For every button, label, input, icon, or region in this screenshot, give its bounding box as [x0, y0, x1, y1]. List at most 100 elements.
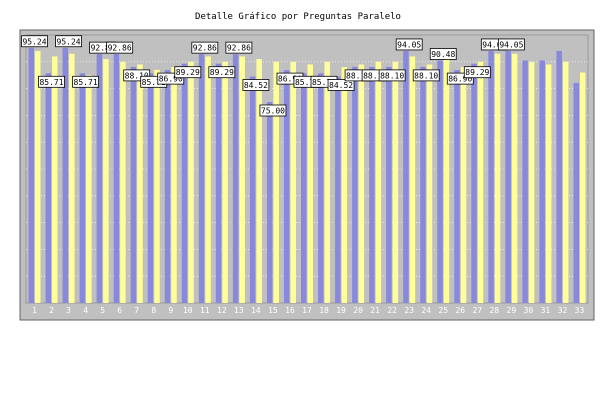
x-tick-label: 7 — [134, 306, 139, 315]
bar-series-b — [341, 67, 348, 303]
bar-series-b — [426, 64, 433, 303]
bar-series-b — [273, 61, 279, 303]
data-label-box — [463, 66, 491, 79]
x-tick-label: 18 — [319, 306, 329, 315]
data-label-box — [208, 66, 236, 79]
y-axis-ticks: 10 20 30 40 50 60 70 80 90 — [10, 58, 20, 281]
data-label-text: 85.71 — [142, 78, 166, 87]
y-tick-label: 20 — [10, 245, 20, 254]
data-label-text: 85.71 — [295, 78, 319, 87]
bar-series-a — [573, 82, 579, 303]
chart-title: Detalle Gráfico por Preguntas Paralelo — [195, 12, 401, 22]
bar-series-a — [403, 50, 409, 303]
bar-series-b — [205, 56, 211, 303]
x-tick-label: 30 — [524, 306, 534, 315]
bar-series-b — [137, 64, 143, 303]
bars — [28, 47, 586, 304]
data-label: 88.10 — [378, 69, 406, 82]
x-tick-label: 9 — [168, 306, 173, 315]
x-tick-label: 14 — [251, 306, 261, 315]
data-label-box — [429, 48, 457, 60]
bar-series-b — [579, 72, 586, 304]
data-label: 84.52 — [327, 79, 355, 91]
bar-series-a — [198, 54, 205, 304]
data-label-text: 86.90 — [159, 75, 183, 84]
data-label-box — [259, 104, 287, 117]
data-label: 88.10 — [123, 69, 151, 82]
data-label-text: 88.10 — [125, 71, 149, 80]
data-label-text: 89.29 — [210, 68, 234, 77]
x-tick-label: 4 — [83, 306, 88, 315]
data-label-text: 94.05 — [499, 40, 523, 49]
data-label-box — [55, 35, 82, 48]
data-label-box — [21, 35, 48, 48]
x-tick-label: 23 — [404, 306, 414, 315]
data-label: 89.29 — [208, 66, 236, 79]
bar-series-a — [113, 54, 120, 304]
bar-series-a — [522, 60, 528, 304]
data-label-text: 85.71 — [312, 78, 336, 87]
data-label-text: 89.29 — [465, 68, 489, 77]
data-label-box — [242, 79, 270, 91]
y-tick-label: 50 — [10, 165, 20, 174]
bar-series-a — [556, 50, 562, 303]
bar-series-b — [103, 59, 109, 304]
bar-series-b — [545, 64, 552, 303]
data-label: 90.48 — [429, 48, 457, 60]
bar-series-b — [290, 61, 296, 303]
data-label-box — [106, 41, 134, 54]
bar-series-a — [471, 63, 477, 303]
data-label-box — [412, 69, 440, 82]
bar-series-b — [154, 69, 160, 303]
bar-series-b — [460, 67, 467, 303]
y-tick-label: 10 — [10, 272, 20, 281]
bar-series-b — [324, 61, 331, 303]
x-tick-label: 24 — [421, 306, 431, 315]
data-label-text: 90.48 — [431, 50, 455, 59]
bar-series-a — [130, 66, 137, 303]
bar-series-b — [86, 75, 92, 303]
data-label-text: 92.86 — [108, 44, 132, 53]
x-tick-label: 28 — [490, 306, 500, 315]
x-axis-ticks: 1 2 3 4 5 6 7 8 9 10 11 12 13 14 15 16 17 18 19 20 21 22 23 24 2… — [32, 306, 584, 315]
data-label-text: 92.86 — [193, 44, 217, 53]
data-label-box — [174, 66, 202, 79]
y-tick-label: 70 — [10, 111, 20, 120]
y-tick-label: 60 — [10, 138, 20, 147]
data-label-box — [72, 75, 100, 88]
bar-series-a — [79, 73, 86, 303]
x-tick-label: 6 — [117, 306, 122, 315]
data-label-text: 95.24 — [57, 37, 81, 46]
data-label-text: 92.86 — [91, 44, 115, 53]
y-tick-label: 40 — [10, 192, 20, 201]
data-label: 88.10 — [412, 69, 440, 82]
bar-series-b — [188, 61, 194, 303]
x-tick-label: 22 — [387, 306, 397, 315]
data-label-box — [123, 69, 151, 82]
data-labels: 95.2485.7195.2485.7192.8692.8688.1085.71… — [21, 35, 525, 117]
y-tick-label: 80 — [10, 85, 20, 94]
bar-series-a — [301, 73, 307, 303]
x-tick-label: 17 — [302, 306, 312, 315]
data-label: 89.29 — [174, 66, 202, 79]
bar-series-b — [477, 61, 484, 303]
x-tick-label: 21 — [370, 306, 380, 315]
bar-series-a — [266, 102, 273, 303]
bar-series-a — [505, 50, 511, 303]
data-label: 95.24 — [55, 35, 82, 48]
bar-series-a — [369, 66, 375, 303]
bar-series-b — [307, 64, 313, 303]
data-label-text: 92.86 — [227, 44, 251, 53]
data-label-text: 88.10 — [380, 71, 404, 80]
x-tick-label: 5 — [100, 306, 105, 315]
bar-series-a — [28, 47, 35, 303]
bar-series-a — [147, 73, 154, 303]
bar-series-b — [528, 61, 535, 303]
bar-series-b — [222, 61, 228, 303]
data-label-box — [446, 72, 474, 85]
data-label-box — [191, 41, 219, 54]
data-label-box — [327, 79, 355, 91]
data-label-text: 94.05 — [397, 40, 421, 49]
data-label-text: 75.00 — [261, 107, 285, 116]
bar-series-b — [443, 59, 450, 304]
